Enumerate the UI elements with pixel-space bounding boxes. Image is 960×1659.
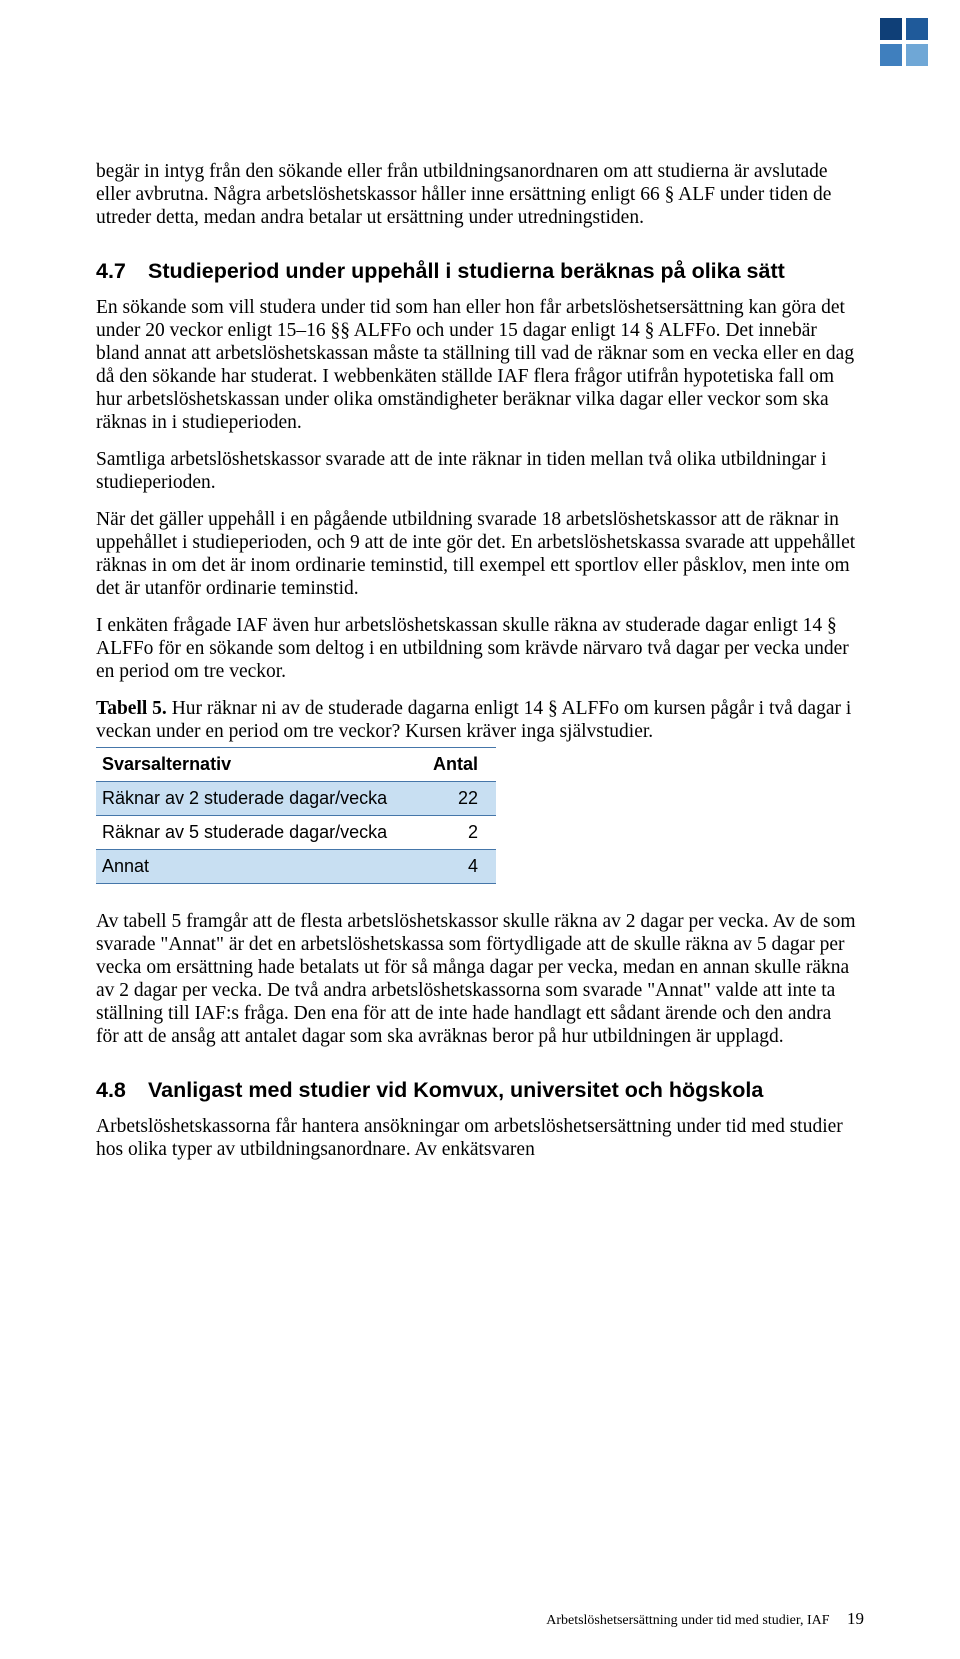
page-content: begär in intyg från den sökande eller fr… — [96, 160, 856, 1175]
table-header-row: Svarsalternativ Antal — [96, 748, 496, 782]
table-row: Räknar av 5 studerade dagar/vecka2 — [96, 816, 496, 850]
logo-square — [906, 18, 928, 40]
paragraph: Av tabell 5 framgår att de flesta arbets… — [96, 910, 856, 1048]
footer-text: Arbetslöshetsersättning under tid med st… — [546, 1613, 829, 1628]
paragraph-intro: begär in intyg från den sökande eller fr… — [96, 160, 856, 229]
table-caption-label: Tabell 5. — [96, 698, 167, 719]
heading-text: Vanligast med studier vid Komvux, univer… — [148, 1078, 763, 1102]
table-header-cell: Svarsalternativ — [96, 748, 426, 782]
page-number: 19 — [847, 1609, 864, 1628]
brand-logo — [880, 18, 928, 66]
table-caption-text: Hur räknar ni av de studerade dagarna en… — [96, 698, 851, 742]
table-header-cell: Antal — [426, 748, 496, 782]
logo-square — [906, 44, 928, 66]
table-5-caption: Tabell 5. Hur räknar ni av de studerade … — [96, 697, 856, 743]
table-cell-label: Räknar av 2 studerade dagar/vecka — [96, 782, 426, 816]
paragraph: När det gäller uppehåll i en pågående ut… — [96, 508, 856, 600]
page-footer: Arbetslöshetsersättning under tid med st… — [546, 1609, 864, 1629]
heading-4-8: 4.8Vanligast med studier vid Komvux, uni… — [96, 1078, 856, 1103]
heading-4-7: 4.7Studieperiod under uppehåll i studier… — [96, 259, 856, 284]
table-cell-label: Räknar av 5 studerade dagar/vecka — [96, 816, 426, 850]
paragraph: I enkäten frågade IAF även hur arbetslös… — [96, 614, 856, 683]
table-5: Svarsalternativ Antal Räknar av 2 studer… — [96, 747, 496, 884]
paragraph: Arbetslöshetskassorna får hantera ansökn… — [96, 1115, 856, 1161]
paragraph: Samtliga arbetslöshetskassor svarade att… — [96, 448, 856, 494]
heading-number: 4.8 — [96, 1078, 148, 1103]
table-cell-label: Annat — [96, 850, 426, 884]
table-cell-value: 2 — [426, 816, 496, 850]
heading-text: Studieperiod under uppehåll i studierna … — [148, 259, 785, 283]
table-body: Räknar av 2 studerade dagar/vecka22Räkna… — [96, 782, 496, 884]
logo-square — [880, 44, 902, 66]
table-cell-value: 22 — [426, 782, 496, 816]
table-row: Annat4 — [96, 850, 496, 884]
paragraph: En sökande som vill studera under tid so… — [96, 296, 856, 434]
table-cell-value: 4 — [426, 850, 496, 884]
logo-square — [880, 18, 902, 40]
heading-number: 4.7 — [96, 259, 148, 284]
table-row: Räknar av 2 studerade dagar/vecka22 — [96, 782, 496, 816]
